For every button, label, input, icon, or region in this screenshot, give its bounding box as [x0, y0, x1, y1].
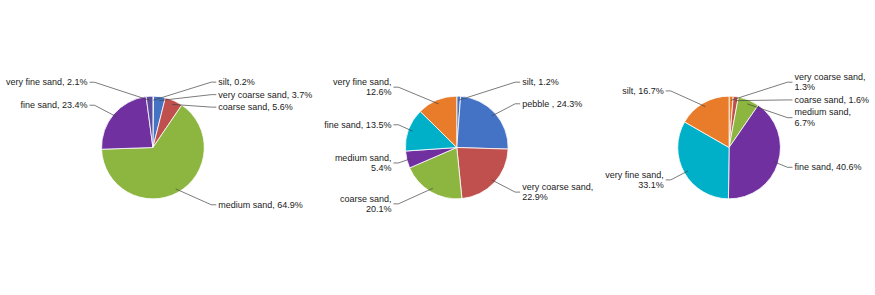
slice-label: fine sand, 13.5% [324, 120, 391, 130]
leader-line [393, 159, 410, 163]
leader-line [176, 189, 217, 205]
pie-slice [457, 148, 508, 199]
leader-line [774, 162, 792, 167]
leader-line [666, 171, 688, 180]
leader-lines [666, 82, 793, 180]
slices [102, 96, 205, 199]
slice-label: very fine sand, 2.1% [6, 77, 88, 87]
slice-label: medium sand, 64.9% [218, 200, 303, 210]
pie-panel: silt, 0.2% very coarse sand, 3.7% coarse s… [6, 77, 312, 210]
labels: silt, 0.2% very coarse sand, 3.7% coarse s… [6, 77, 312, 210]
slice-label: very coarse sand,1.3% [794, 72, 865, 93]
leader-line [666, 91, 706, 107]
leader-line [731, 82, 792, 100]
leader-line [735, 99, 792, 101]
slice-label: coarse sand, 5.6% [218, 102, 293, 112]
leader-lines [393, 82, 520, 204]
slice-label: silt, 1.2% [522, 77, 559, 87]
leader-line [491, 180, 520, 192]
slice-label: very fine sand,12.6% [333, 77, 392, 98]
leader-line [459, 82, 521, 100]
leader-line [172, 104, 216, 107]
slice-label: coarse sand,20.1% [340, 194, 392, 215]
pie-slice [728, 105, 780, 199]
slice-label: fine sand, 23.4% [20, 100, 87, 110]
leader-line [747, 104, 792, 118]
slice-label: very coarse sand, 3.7% [218, 90, 312, 100]
pie-panel: very coarse sand,1.3% coarse sand, 1.6% me… [605, 72, 869, 199]
slices [405, 96, 508, 199]
leader-line [393, 87, 438, 104]
slice-label: very fine sand,33.1% [605, 170, 664, 191]
leader-line [90, 105, 117, 117]
pie-panel: silt, 1.2% pebble , 24.3% very coarse sand… [324, 77, 593, 214]
slices [678, 96, 781, 199]
labels: very coarse sand,1.3% coarse sand, 1.6% me… [605, 72, 869, 190]
leader-line [393, 125, 412, 131]
pie-slice [685, 96, 730, 147]
chart-svg: silt, 0.2% very coarse sand, 3.7% coarse s… [0, 0, 875, 295]
slice-label: fine sand, 40.6% [794, 162, 861, 172]
slice-label: pebble , 24.3% [522, 99, 582, 109]
slice-label: medium sand,6.7% [794, 107, 851, 128]
slice-label: medium sand,5.4% [335, 153, 392, 174]
slice-label: very coarse sand,22.9% [522, 182, 593, 203]
slice-label: silt, 16.7% [622, 86, 664, 96]
leader-line [492, 104, 520, 116]
slice-label: silt, 0.2% [218, 77, 255, 87]
slice-label: coarse sand, 1.6% [794, 95, 869, 105]
leader-line [153, 82, 216, 100]
labels: silt, 1.2% pebble , 24.3% very coarse sand… [324, 77, 593, 214]
leader-line [159, 95, 216, 101]
leader-line [393, 188, 432, 204]
pie-slice [457, 96, 508, 149]
leader-lines [90, 82, 217, 205]
pie-slice [146, 96, 153, 147]
pie-slice [102, 97, 153, 150]
leader-line [90, 82, 150, 100]
chart-container: silt, 0.2% very coarse sand, 3.7% coarse s… [0, 0, 875, 295]
